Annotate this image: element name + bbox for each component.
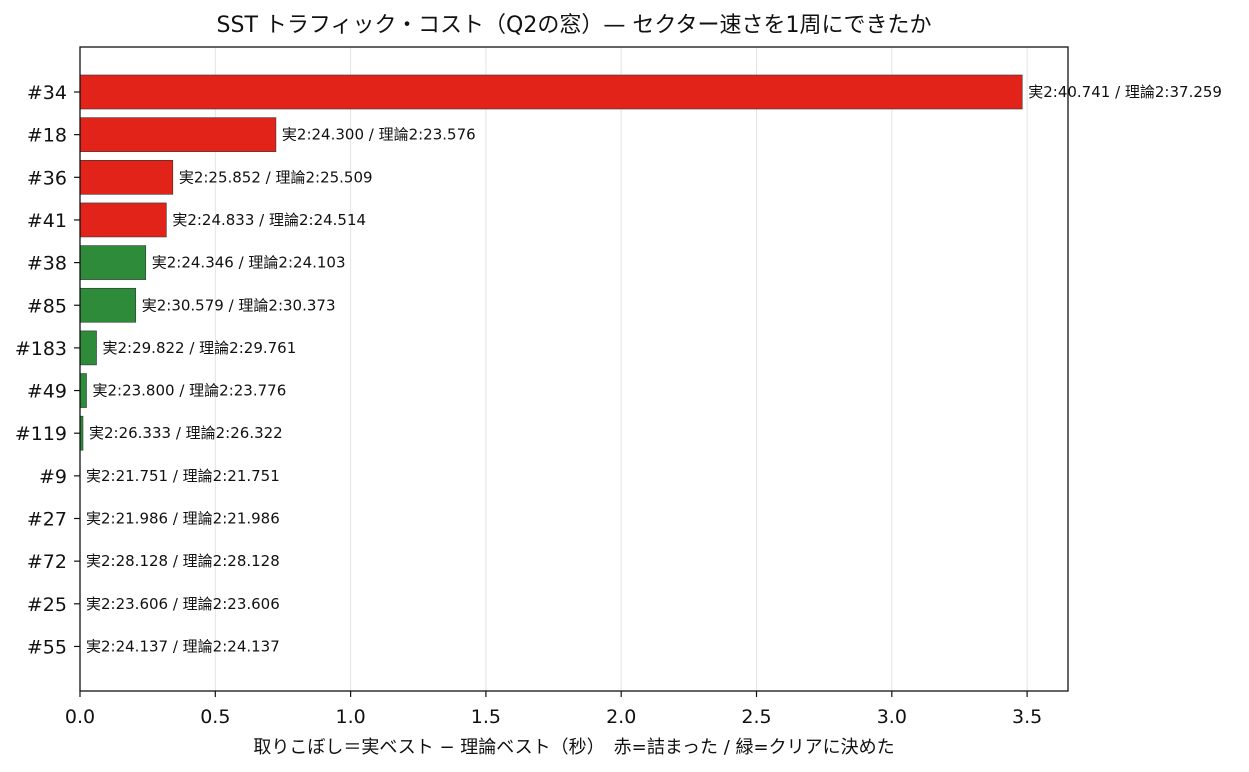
y-tick-label: #34: [27, 82, 67, 104]
bar-data-label: 実2:23.606 / 理論2:23.606: [86, 595, 280, 613]
x-tick-label: 2.5: [741, 706, 771, 728]
x-ticks: 0.0 0.5 1.0 1.5 2.0 2.5 3.0 3.5: [65, 691, 1042, 728]
y-tick-label: #36: [27, 167, 67, 189]
x-axis-label: 取りこぼし＝実ベスト − 理論ベスト（秒） 赤=詰まった / 緑=クリアに決めた: [253, 737, 894, 758]
bar-data-label: 実2:24.833 / 理論2:24.514: [172, 211, 366, 229]
x-tick-label: 3.0: [877, 706, 907, 728]
x-tick-label: 1.0: [335, 706, 365, 728]
x-tick-label: 2.0: [606, 706, 636, 728]
y-tick-label: #183: [15, 338, 67, 360]
bar: [79, 117, 277, 152]
y-tick-label: #49: [27, 381, 67, 403]
y-tick-label: #27: [27, 509, 67, 531]
bar-data-label: 実2:24.137 / 理論2:24.137: [86, 637, 280, 655]
x-tick-label: 0.0: [65, 706, 95, 728]
plot-frame: [79, 46, 1069, 692]
bar: [79, 202, 167, 238]
bar-data-label: 実2:25.852 / 理論2:25.509: [179, 168, 373, 186]
y-tick-label: #85: [27, 295, 67, 317]
y-ticks: #34 #18 #36 #41 #38 #85 #183 #49 #119 #9 #27 #72 #25…: [15, 82, 80, 658]
x-tick-label: 1.5: [471, 706, 501, 728]
grid-layer: [214, 47, 1028, 691]
bar-data-label: 実2:40.741 / 理論2:37.259: [1028, 83, 1222, 101]
bar-data-label: 実2:29.822 / 理論2:29.761: [103, 339, 297, 357]
bar-data-label: 実2:26.333 / 理論2:26.322: [89, 424, 283, 442]
y-tick-label: #119: [15, 423, 67, 445]
bar-layer: 実2:40.741 / 理論2:37.259 実2:24.300 / 理論2:23…: [79, 74, 1222, 655]
x-tick-label: 3.5: [1012, 706, 1042, 728]
bar-data-label: 実2:24.346 / 理論2:24.103: [152, 254, 346, 272]
bar: [79, 330, 97, 366]
y-tick-label: #55: [27, 636, 67, 658]
chart-title: SST トラフィック・コスト（Q2の窓）— セクター速さを1周にできたか: [217, 13, 932, 38]
y-tick-label: #72: [27, 551, 67, 573]
y-tick-label: #18: [27, 125, 67, 147]
bar: [79, 373, 87, 408]
bar-data-label: 実2:21.751 / 理論2:21.751: [86, 467, 280, 485]
bar: [79, 287, 137, 323]
y-tick-label: #38: [27, 253, 67, 275]
y-tick-label: #41: [27, 210, 67, 232]
bar: [79, 74, 1023, 110]
bar-data-label: 実2:30.579 / 理論2:30.373: [142, 296, 336, 314]
y-tick-label: #9: [39, 466, 67, 488]
bar-data-label: 実2:23.800 / 理論2:23.776: [92, 382, 286, 400]
y-tick-label: #25: [27, 594, 67, 616]
bar: [79, 160, 174, 195]
bar-data-label: 実2:21.986 / 理論2:21.986: [86, 510, 280, 528]
x-tick-label: 0.5: [200, 706, 230, 728]
bar-data-label: 実2:28.128 / 理論2:28.128: [86, 552, 280, 570]
bar: [79, 245, 147, 280]
bar-data-label: 実2:24.300 / 理論2:23.576: [282, 126, 476, 144]
